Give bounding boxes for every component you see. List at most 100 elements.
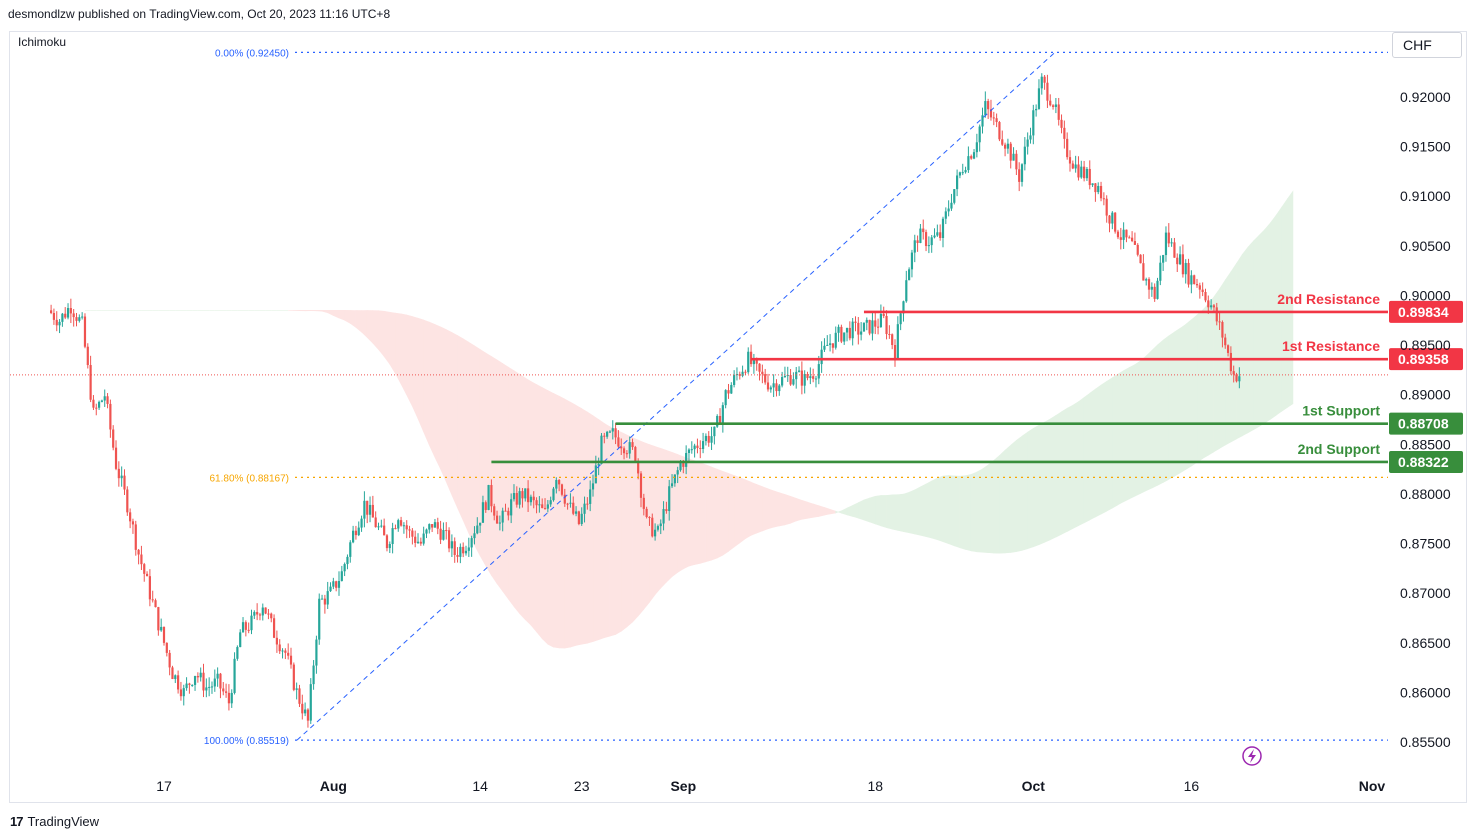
y-tick-label: 0.86500 — [1400, 635, 1451, 651]
candle-body — [927, 245, 930, 247]
ichimoku-cloud-segment — [807, 501, 814, 519]
candle-body — [970, 156, 973, 159]
candle-body — [831, 343, 835, 348]
candle-body — [92, 399, 95, 408]
candle-body — [405, 525, 408, 530]
candle-body — [654, 529, 657, 537]
candle-body — [648, 517, 651, 519]
y-tick-label: 0.87000 — [1400, 585, 1451, 601]
candle-body — [275, 637, 278, 645]
candle-body — [247, 629, 250, 631]
y-tick-label: 0.86000 — [1400, 684, 1451, 700]
candle-body — [673, 474, 676, 484]
currency-label[interactable]: CHF — [1392, 32, 1462, 58]
candle-body — [518, 491, 521, 505]
candle-body — [586, 503, 589, 505]
candle-body — [143, 564, 146, 574]
indicator-label[interactable]: Ichimoku — [18, 35, 67, 49]
candle-body — [676, 470, 679, 475]
candle-body — [1102, 198, 1105, 200]
candle-body — [1212, 305, 1216, 308]
candle-body — [710, 436, 713, 443]
candle-body — [862, 322, 866, 332]
x-tick-label: Nov — [1359, 778, 1386, 794]
candle-body — [591, 483, 595, 490]
ichimoku-cloud-segment — [440, 326, 447, 482]
candle-body — [724, 390, 727, 406]
candle-body — [1074, 164, 1077, 169]
candle-body — [1164, 232, 1168, 256]
ichimoku-cloud-segment — [468, 341, 475, 546]
ichimoku-cloud-segment — [457, 335, 464, 521]
candle-body — [428, 524, 431, 530]
candle-body — [1114, 212, 1117, 232]
ichimoku-cloud-segment — [395, 312, 402, 385]
candle-body — [597, 463, 600, 466]
candle-body — [716, 415, 719, 427]
candle-body — [512, 493, 516, 500]
candle-body — [806, 374, 809, 379]
x-tick-label: 14 — [472, 778, 488, 794]
candle-body — [628, 442, 631, 454]
candle-body — [1063, 127, 1066, 139]
candle-body — [718, 415, 722, 424]
candle-body — [1122, 229, 1125, 240]
ichimoku-cloud-segment — [824, 507, 831, 516]
candle-body — [1003, 144, 1007, 149]
candle-body — [126, 489, 129, 513]
candle-body — [552, 488, 555, 501]
candle-body — [287, 652, 290, 656]
ichimoku-cloud-segment — [982, 464, 989, 553]
candle-body — [495, 515, 499, 524]
candle-body — [196, 676, 199, 678]
candle-body — [515, 493, 518, 505]
ichimoku-cloud-segment — [745, 479, 752, 540]
candle-body — [456, 554, 459, 557]
candle-body — [1077, 164, 1080, 178]
candle-body — [86, 346, 89, 366]
candle-body — [944, 211, 947, 219]
candle-body — [656, 526, 660, 530]
ichimoku-cloud-segment — [609, 426, 616, 637]
candle-body — [696, 445, 699, 449]
candle-body — [498, 522, 501, 524]
candle-body — [845, 327, 849, 333]
ichimoku-cloud-segment — [1083, 392, 1091, 524]
candle-body — [541, 504, 544, 508]
candle-body — [481, 502, 485, 523]
footer-brand[interactable]: 17 TradingView — [10, 814, 99, 829]
ichimoku-cloud-segment — [1207, 295, 1215, 456]
candle-body — [1015, 153, 1018, 170]
ichimoku-cloud-segment — [400, 313, 408, 396]
candle-body — [363, 500, 366, 519]
candle-body — [868, 319, 871, 334]
candle-body — [891, 334, 894, 346]
1st-resistance-label: 1st Resistance — [1282, 338, 1380, 354]
ichimoku-cloud-segment — [338, 310, 345, 321]
ichimoku-cloud-segment — [914, 486, 921, 536]
candle-body — [289, 655, 293, 665]
candle-body — [383, 525, 386, 536]
candle-body — [346, 556, 349, 565]
x-tick-label: Aug — [320, 778, 347, 794]
candle-body — [227, 692, 231, 704]
candle-body — [608, 431, 612, 433]
candle-body — [812, 376, 815, 379]
lightning-bolt-icon[interactable] — [1242, 746, 1262, 766]
candle-body — [941, 218, 945, 239]
candle-body — [120, 475, 123, 479]
candle-body — [1085, 168, 1089, 179]
ichimoku-cloud-segment — [705, 464, 712, 563]
candle-body — [123, 475, 126, 490]
ichimoku-cloud-segment — [920, 483, 927, 537]
candle-body — [1111, 212, 1114, 224]
candle-body — [837, 326, 840, 333]
candle-body — [213, 678, 216, 687]
candle-body — [388, 544, 391, 549]
candle-body — [447, 530, 451, 549]
candle-body — [315, 639, 318, 666]
candle-body — [876, 326, 880, 328]
candle-body — [625, 453, 628, 455]
fib-label-61: 61.80% (0.88167) — [209, 473, 289, 484]
